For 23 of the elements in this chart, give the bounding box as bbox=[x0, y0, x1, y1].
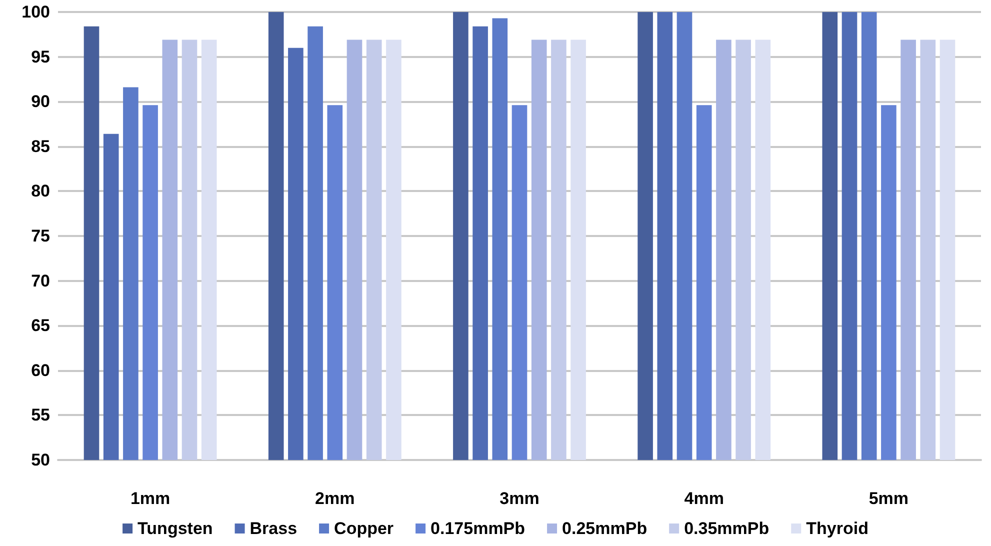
y-tick-label: 85 bbox=[31, 136, 50, 156]
y-tick-label: 100 bbox=[22, 2, 50, 22]
y-tick-label: 80 bbox=[31, 182, 50, 201]
x-tick-label: 4mm bbox=[684, 489, 724, 508]
y-tick-label: 50 bbox=[31, 450, 50, 470]
legend-label: Tungsten bbox=[138, 519, 213, 538]
y-tick-label: 75 bbox=[31, 226, 50, 246]
legend-label: 0.25mmPb bbox=[562, 519, 648, 538]
legend-label: Brass bbox=[250, 519, 298, 538]
y-tick-label: 90 bbox=[31, 92, 50, 112]
legend-label: 0.35mmPb bbox=[684, 519, 770, 538]
legend-label: Copper bbox=[334, 519, 394, 538]
y-tick-label: 65 bbox=[31, 316, 50, 336]
x-tick-label: 2mm bbox=[315, 489, 355, 508]
y-tick-label: 95 bbox=[31, 47, 50, 66]
x-tick-label: 1mm bbox=[130, 489, 170, 508]
y-tick-label: 55 bbox=[31, 406, 50, 425]
y-tick-label: 60 bbox=[31, 360, 50, 380]
x-tick-label: 3mm bbox=[500, 489, 540, 508]
x-tick-label: 5mm bbox=[868, 489, 909, 508]
legend-label: 0.175mmPb bbox=[430, 519, 526, 538]
legend-label: Thyroid bbox=[806, 519, 868, 538]
y-tick-label: 70 bbox=[31, 271, 50, 290]
